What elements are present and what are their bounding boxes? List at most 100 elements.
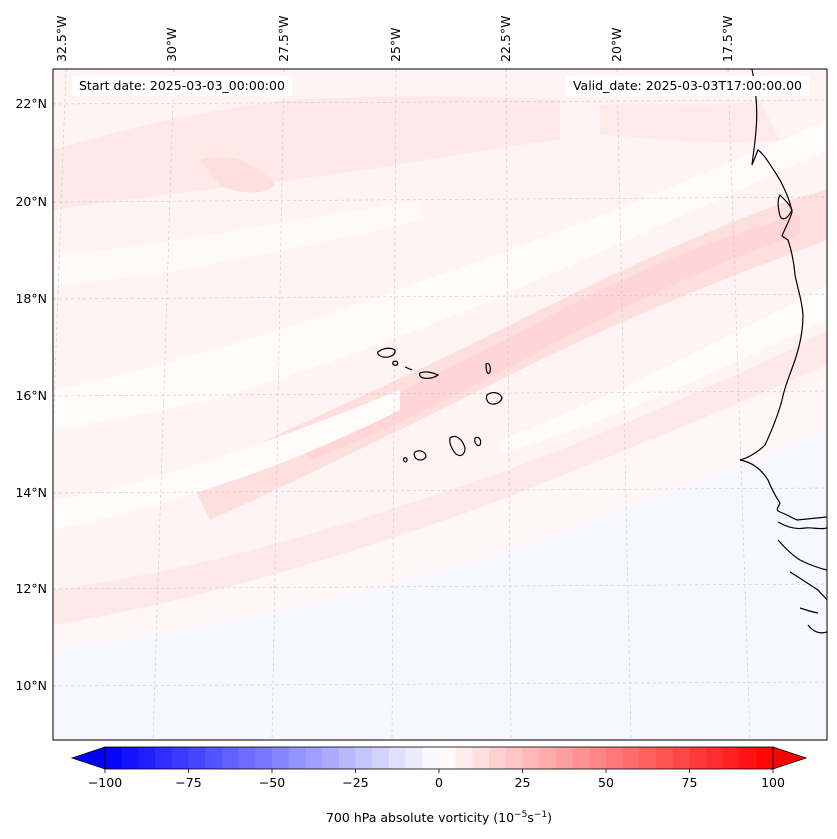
colorbar-cell — [388, 747, 407, 769]
northern-white-band — [53, 120, 827, 430]
sao-nicolau-island — [419, 371, 440, 379]
gridline-lon-20 — [616, 69, 632, 740]
colorbar-cell — [555, 747, 574, 769]
colorbar-cell — [155, 747, 173, 769]
western-white-band — [53, 390, 400, 530]
colorbar-cell — [622, 747, 640, 769]
map-frame — [52, 68, 828, 741]
lon-label-27.5w: 27.5°W — [276, 16, 291, 62]
valid-date-label: Valid_date: 2025-03-03T17:00:00.00 — [565, 76, 809, 96]
colorbar-cell — [188, 747, 206, 769]
colorbar-cell — [539, 747, 557, 769]
lat-label-16n: 16°N — [15, 388, 47, 403]
colorbar-cell — [439, 747, 457, 769]
colorbar-ticks: −100 −75 −50 −25 0 25 50 75 100 — [88, 769, 785, 790]
colorbar-tick-label: −100 — [88, 775, 122, 790]
colorbar-cell — [422, 747, 440, 769]
colorbar-cell — [489, 747, 507, 769]
lon-label-25w: 25°W — [388, 27, 403, 62]
main-band-core — [300, 215, 800, 460]
northern-vorticity-cell — [200, 156, 275, 193]
colorbar-cell — [706, 747, 724, 769]
west-africa-coastline — [739, 69, 827, 521]
lon-label-32.5w: 32.5°W — [54, 16, 69, 62]
lat-label-18n: 18°N — [15, 291, 47, 306]
colorbar-cell — [639, 747, 657, 769]
colorbar-tick-label: −25 — [342, 775, 368, 790]
lat-label-22n: 22°N — [15, 96, 47, 111]
gridline-lon-22.5 — [505, 69, 512, 740]
colorbar-cell — [372, 747, 390, 769]
colorbar-cell — [221, 747, 240, 769]
lat-label-14n: 14°N — [15, 485, 47, 500]
colorbar-tick-label: 50 — [598, 775, 614, 790]
colorbar-cell — [305, 747, 323, 769]
boa-vista-island — [485, 392, 503, 405]
colorbar-cell — [572, 747, 590, 769]
sal-island — [485, 362, 491, 375]
northern-white-streak — [53, 200, 420, 285]
lat-label-20n: 20°N — [15, 194, 47, 209]
lon-label-17.5w: 17.5°W — [720, 16, 735, 62]
gridlines — [53, 69, 827, 740]
santa-luzia-island — [404, 366, 413, 371]
lat-label-12n: 12°N — [15, 581, 47, 596]
brava-island — [403, 457, 408, 463]
colorbar-cell — [355, 747, 373, 769]
colorbar-cell — [756, 747, 774, 769]
gambia-coast — [777, 539, 827, 571]
colorbar-cell — [272, 747, 290, 769]
coastlines — [377, 69, 827, 634]
colorbar-cell — [405, 747, 423, 769]
lat-label-10n: 10°N — [15, 678, 47, 693]
colorbar-tick-label: 100 — [761, 775, 785, 790]
colorbar-label-unit: s — [527, 810, 534, 825]
colorbar-tick-label: 0 — [435, 775, 443, 790]
sao-vicente-island — [392, 360, 399, 366]
colorbar-cell — [672, 747, 690, 769]
santo-antao-island — [377, 347, 396, 358]
colorbar-cell — [205, 747, 223, 769]
colorbar-cell — [656, 747, 674, 769]
colorbar-cell — [171, 747, 189, 769]
colorbar-label-end: ) — [547, 810, 552, 825]
colorbar-cell — [288, 747, 306, 769]
colorbar-cell — [338, 747, 356, 769]
colorbar-cells — [105, 747, 774, 769]
colorbar-label-main: 700 hPa absolute vorticity (10 — [326, 810, 514, 825]
gridline-lon-30 — [152, 69, 175, 740]
colorbar-high-extend-arrow — [772, 746, 808, 770]
colorbar-tick-label: −75 — [175, 775, 201, 790]
lon-label-30w: 30°W — [164, 27, 179, 62]
santiago-island — [449, 435, 466, 457]
colorbar-tick-label: −50 — [259, 775, 285, 790]
colorbar-cell — [522, 747, 540, 769]
southern-vorticity-band — [53, 330, 827, 625]
senegal-coast — [777, 521, 827, 530]
southern-coast — [807, 624, 827, 634]
colorbar-cell — [722, 747, 741, 769]
guinea-bissau-coast — [789, 571, 827, 601]
colorbar-cell — [472, 747, 490, 769]
northern-vorticity-patch — [53, 96, 560, 210]
colorbar: −100 −75 −50 −25 0 25 50 75 100 700 hPa absolute… — [70, 746, 808, 825]
colorbar-label-exponent-1: −5 — [514, 810, 527, 820]
lon-label-22.5w: 22.5°W — [498, 16, 513, 62]
longitude-labels: 32.5°W 30°W 27.5°W 25°W 22.5°W 20°W 17.5… — [54, 16, 735, 62]
latitude-labels: 22°N 20°N 18°N 16°N 14°N 12°N 10°N — [15, 96, 47, 693]
colorbar-cell — [322, 747, 340, 769]
colorbar-cell — [455, 747, 473, 769]
colorbar-low-extend-arrow — [70, 746, 106, 770]
bijagos-coast — [799, 607, 819, 614]
colorbar-label: 700 hPa absolute vorticity (10−5s−1) — [326, 810, 552, 825]
colorbar-cell — [238, 747, 256, 769]
colorbar-cell — [589, 747, 607, 769]
colorbar-cell — [689, 747, 707, 769]
colorbar-cell — [606, 747, 624, 769]
colorbar-label-exponent-2: −1 — [534, 810, 547, 820]
colorbar-tick-label: 25 — [515, 775, 531, 790]
coastal-island — [777, 194, 793, 220]
eastern-white-band — [500, 285, 827, 455]
fogo-island — [413, 450, 427, 461]
